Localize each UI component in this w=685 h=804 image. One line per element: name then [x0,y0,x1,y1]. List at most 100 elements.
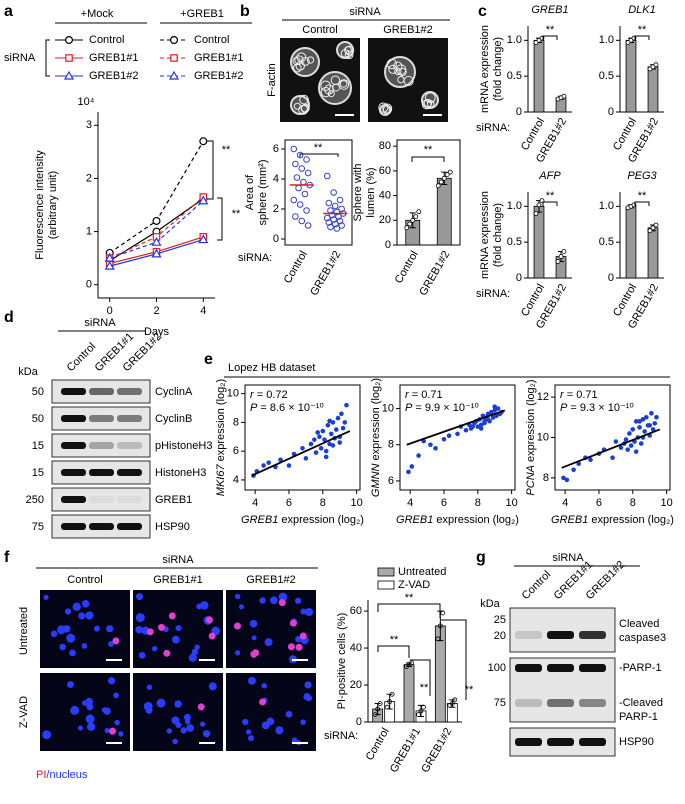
data-point [416,209,422,215]
data-point [286,463,292,468]
nucleus [64,608,72,615]
statistic: P = 8.6 × 10⁻¹⁰ [250,402,324,414]
data-point [333,225,341,232]
band [547,631,574,639]
legend-group: +Mock [81,8,114,20]
data-point [312,437,317,442]
data-point [438,179,444,185]
significance: ** [232,208,241,220]
stain-label: F-actin [266,63,278,97]
nucleus [85,714,95,724]
blot [51,487,151,512]
cell-cluster [290,47,320,77]
data-point [418,708,424,714]
data-point [323,214,331,222]
panel-letter: f [4,549,10,566]
legend-marker [168,70,180,80]
panel-header: siRNA [349,6,381,18]
legend-swatch [377,567,395,577]
plot-frame [284,139,353,246]
band [61,442,86,449]
data-point [298,217,306,225]
data-point [317,434,322,440]
y-axis-label: lumen (%) [365,167,377,217]
nucleus [81,600,90,608]
protein-label: CyclinB [155,413,192,425]
data-point [293,174,301,181]
data-point [404,225,410,231]
significance: ** [465,684,474,696]
x-axis-label: GREB1 expression (log₂) [551,514,674,526]
data-point [653,222,659,228]
nucleus [234,593,241,600]
nucleus [285,710,293,718]
cell [330,75,341,85]
pi-cell [163,649,171,657]
data-point [654,415,659,420]
data-point [344,402,349,408]
y-tick-label: 60 [379,165,391,177]
row-label: Z-VAD [18,696,30,728]
data-point [409,660,414,666]
data-point [296,151,304,159]
nucleus [208,682,217,691]
nucleus [266,717,275,726]
cell [294,55,304,65]
data-point [331,220,339,228]
label-rest: expression (log₂) [215,379,227,465]
y-tick-label: 40 [350,642,362,654]
bar [647,227,659,279]
data-point [296,201,304,208]
nucleus [304,681,312,689]
x-axis-label: GREB1 expression (log₂) [241,514,364,526]
data-point [313,450,319,455]
data-point [338,205,345,213]
data-point [330,443,336,448]
data-point [198,195,209,205]
x-tick-label: Control [282,249,310,286]
data-point [303,456,309,461]
data-point [318,445,324,451]
y-axis-label: Area of [244,174,256,210]
data-point [478,426,484,431]
pi-cell [233,622,241,630]
significance: ** [405,592,414,604]
column-label: Control [302,24,337,36]
y-tick-label: 40 [379,189,391,201]
y-tick-label: 1.0 [599,34,614,46]
nucleus [251,635,257,641]
legend-marker [64,35,73,44]
band [61,496,86,503]
data-point [561,249,567,254]
nucleus [135,613,145,623]
protein-label: pHistoneH3 [155,440,212,452]
stat-symbol: P [405,402,413,414]
protein-label: Cleaved [619,618,659,630]
bracket [542,35,558,40]
stat-symbol: r [405,389,410,401]
pi-cell [158,623,166,631]
legend-label: Control [89,34,124,46]
band [579,664,606,672]
protein-label: HSP90 [619,736,654,748]
data-point [536,202,542,208]
data-point [416,453,421,458]
nucleus [113,692,119,699]
cell [394,67,402,76]
gene: GREB1 [241,514,278,526]
pi-cell [112,637,120,645]
band [117,496,142,503]
nucleus [69,649,76,657]
y-tick-label: 0 [608,106,614,118]
cell [382,103,393,114]
data-point [564,477,570,483]
y-tick-label: 0.5 [507,70,522,82]
nucleus [247,735,254,742]
label-rest: expression (log₂) [370,378,382,464]
band [547,738,574,746]
y-axis-label: (arbitrary unit) [47,171,59,239]
label-rest: expression (log₂) [588,514,674,526]
nucleus [172,738,178,745]
protein-label: caspase3 [619,632,666,644]
nucleus [108,640,115,647]
